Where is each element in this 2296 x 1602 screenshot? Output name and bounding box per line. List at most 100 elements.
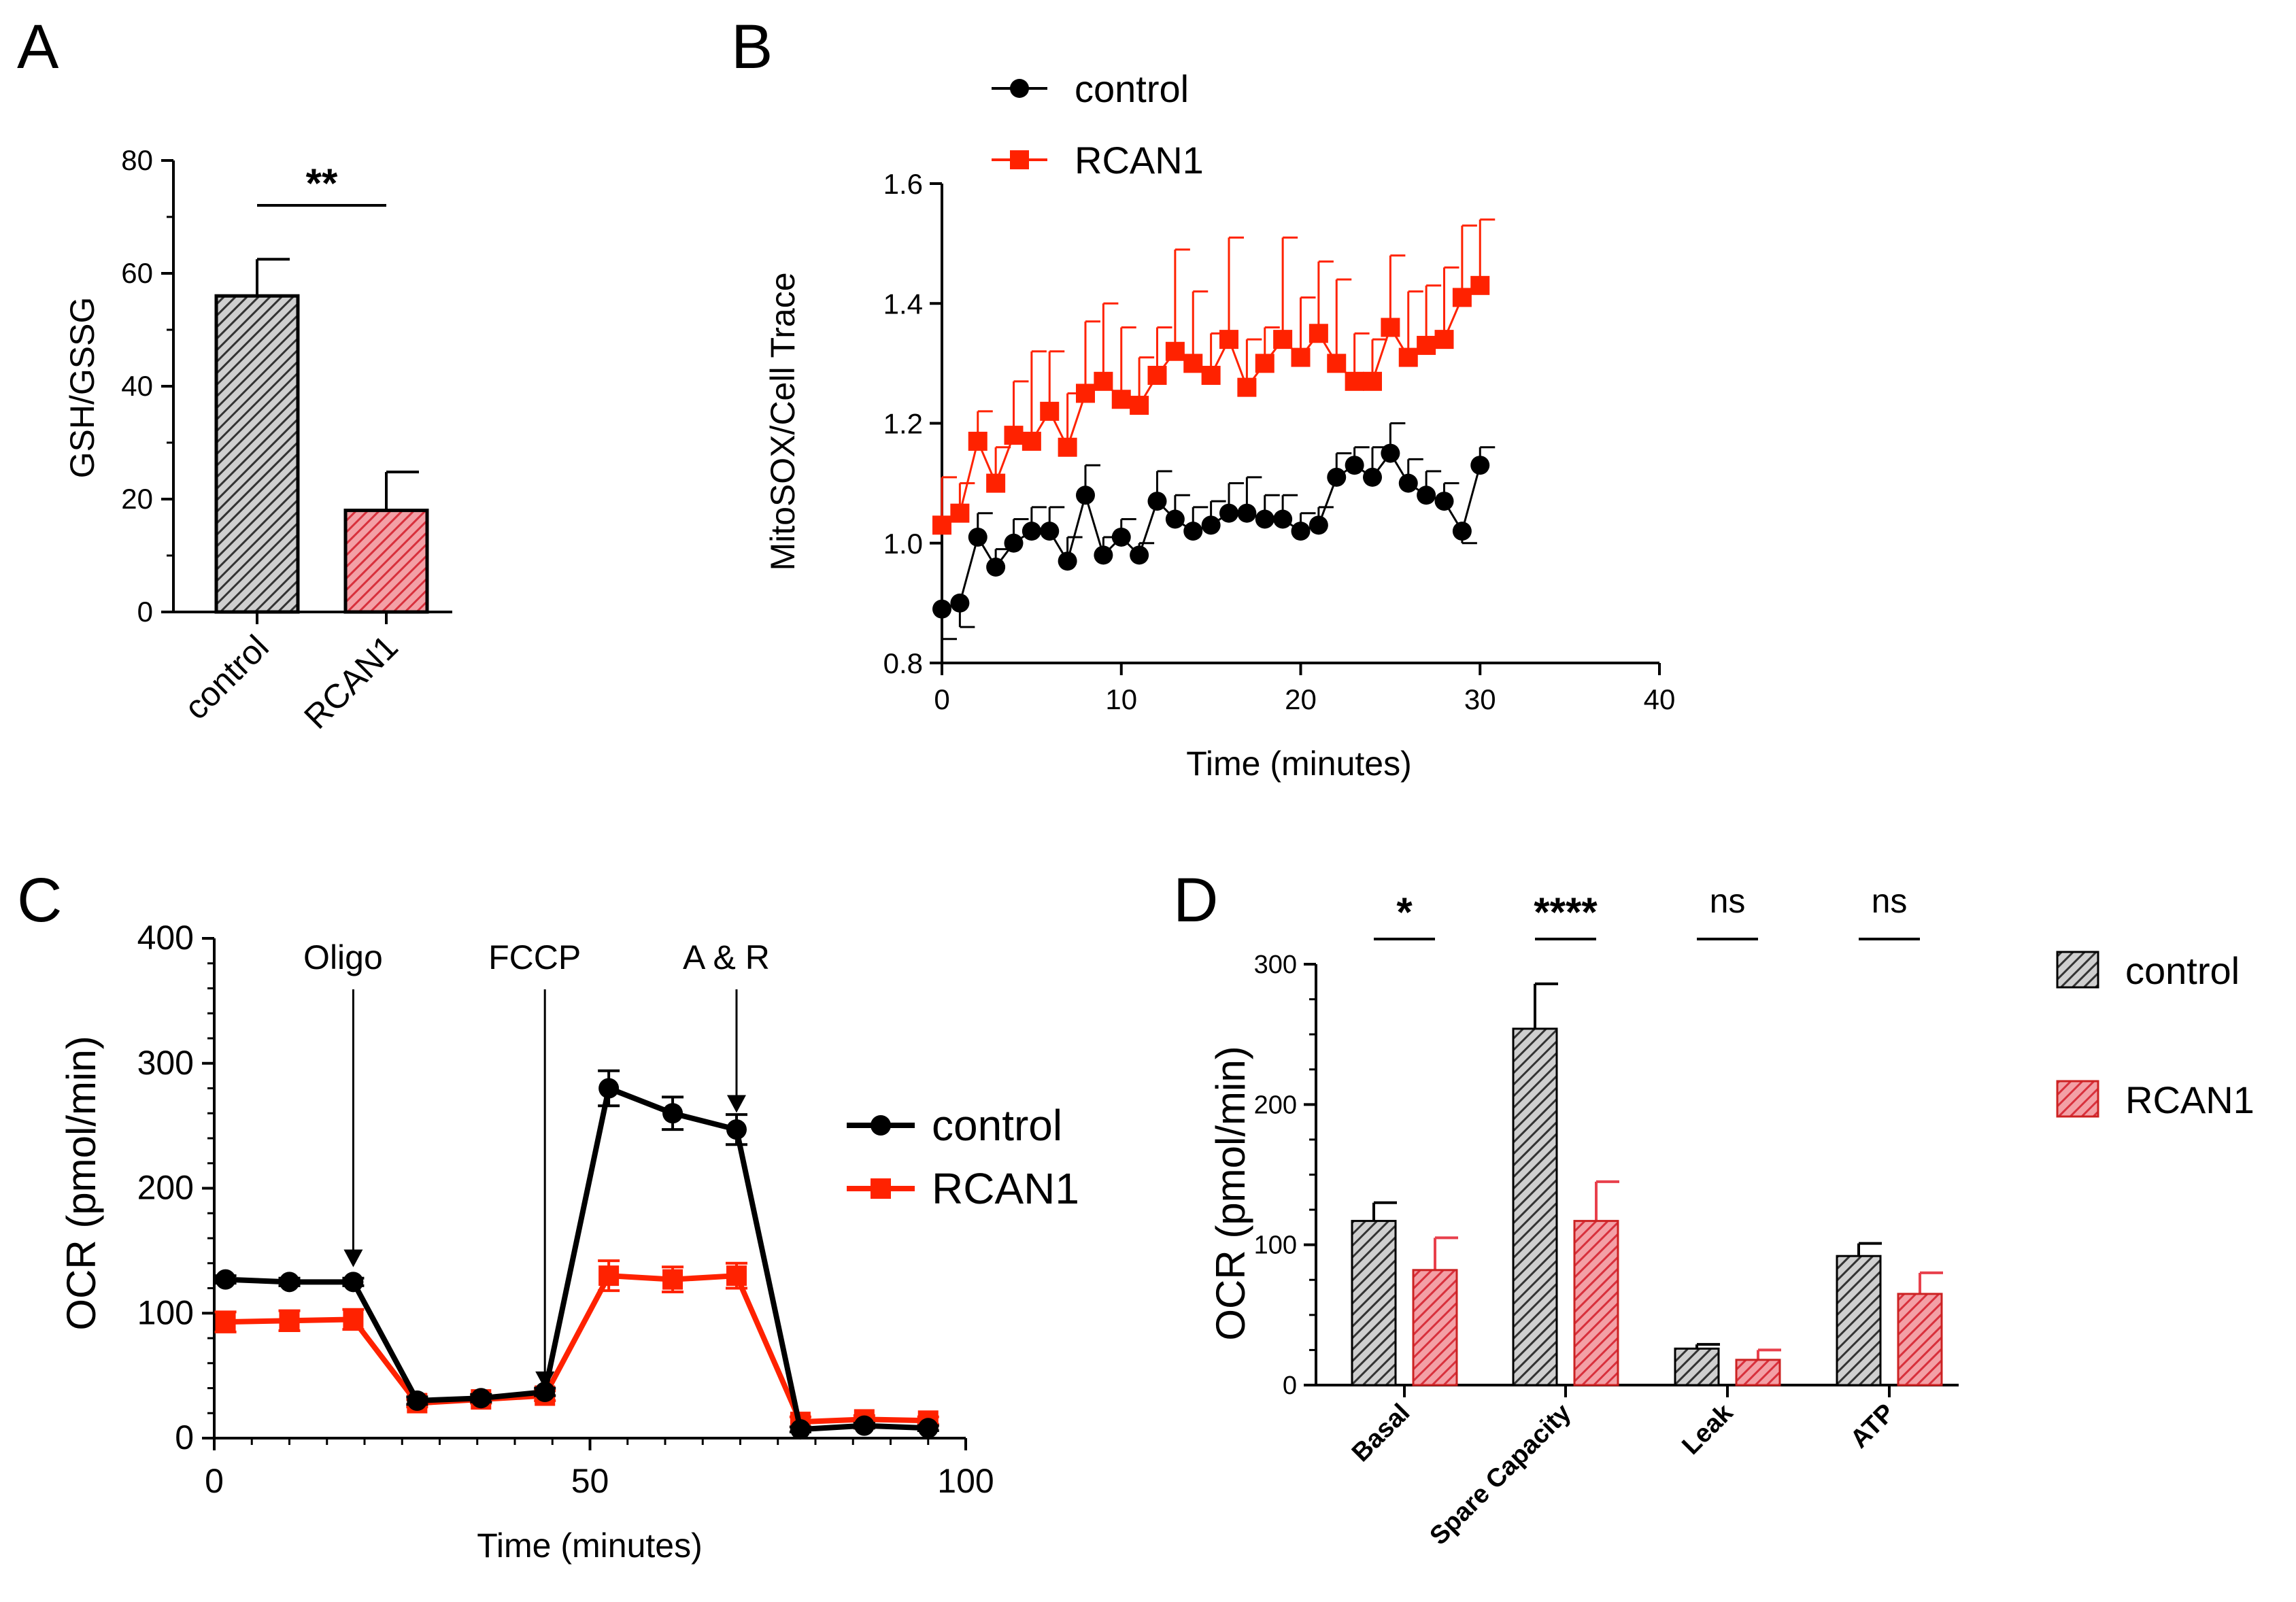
legend-rcan1-label: RCAN1 [2125,1078,2255,1121]
control-point [1327,467,1347,487]
x-tick-label: 20 [1285,683,1317,715]
control-point [1058,551,1077,571]
x-tick-label: 40 [1644,683,1676,715]
panel-label-d: D [1173,866,1218,935]
control-point [1309,515,1328,535]
y-tick-label: 100 [1254,1231,1297,1260]
bar-rcan1 [1573,1220,1619,1386]
legend-rcan1-label: RCAN1 [932,1164,1079,1213]
y-tick-label: 1.0 [883,528,923,560]
rcan1-point [598,1265,620,1286]
injection-arrow-head [726,1095,746,1113]
control-point [1291,522,1311,541]
control-point [407,1390,428,1411]
y-tick-label: 300 [137,1044,194,1082]
rcan1-point [950,503,970,523]
injection-arrow-head [343,1249,363,1267]
rcan1-point [1237,377,1257,397]
x-tick-label: Spare Capacity [1425,1399,1577,1551]
legend-control-label: control [1075,67,1189,110]
control-point [1165,509,1185,529]
y-tick-label: 20 [121,483,153,515]
y-tick-label: 80 [121,144,153,176]
significance-label: **** [1534,889,1598,935]
rcan1-point [1201,366,1221,385]
rcan1-point [279,1310,300,1331]
x-tick-label: RCAN1 [297,628,405,736]
control-point [1398,473,1418,493]
x-tick-label: 0 [934,683,949,715]
bar-control [1351,1220,1397,1386]
panel-label-a: A [17,12,59,82]
y-axis-title: MitoSOX/Cell Trace [764,272,802,570]
x-tick-label: ATP [1845,1399,1900,1454]
control-point [1345,456,1364,475]
legend-rcan1-label: RCAN1 [1075,139,1204,182]
control-point [790,1419,811,1440]
rcan1-point [1130,396,1149,415]
control-point [1470,456,1490,475]
rcan1-point [215,1312,236,1333]
control-point [535,1382,556,1403]
rcan1-point [343,1309,364,1330]
rcan1-point [1309,324,1328,343]
rcan1-point [1255,354,1274,373]
rcan1-point [932,515,951,535]
x-tick-label: 0 [205,1462,224,1500]
control-point [471,1388,492,1409]
bar-rcan1 [343,509,429,614]
bar-rcan1 [1412,1269,1458,1386]
legend-rcan1-marker [1010,150,1029,169]
y-tick-label: 0.8 [883,647,923,679]
control-point [1111,527,1131,547]
control-point [1130,545,1149,565]
legend-control-label: control [2125,949,2240,992]
control-point [598,1078,620,1099]
control-point [917,1418,939,1439]
significance-label: ns [1710,882,1746,920]
x-tick-label: 10 [1105,683,1137,715]
legend-control-swatch [2056,951,2099,989]
rcan1-point [1183,354,1203,373]
control-point [1452,522,1472,541]
bar-rcan1 [1735,1359,1781,1386]
y-tick-label: 60 [121,257,153,289]
significance-label: ns [1872,882,1908,920]
y-tick-label: 0 [1283,1371,1297,1400]
rcan1-point [1417,335,1436,355]
rcan1-point [1165,341,1185,361]
injection-label: Oligo [303,938,383,976]
bar-control [1836,1255,1882,1386]
rcan1-point [1381,318,1400,337]
legend-rcan1-marker [871,1178,891,1199]
x-tick-label: 30 [1464,683,1496,715]
injection-label: FCCP [488,938,581,976]
control-point [343,1272,364,1293]
y-tick-label: 200 [1254,1091,1297,1119]
rcan1-series-line [225,1272,928,1425]
injection-arrow-head [535,1371,555,1390]
y-tick-label: 300 [1254,951,1297,979]
control-point [932,599,951,619]
control-point [279,1272,300,1293]
rcan1-point [1363,371,1382,391]
rcan1-point [1058,437,1077,457]
panel-c-chart: 0 100 200 300 400 0 50 100 Time (minutes) OCR (pm… [58,919,1079,1565]
x-axis-title: Time (minutes) [477,1527,703,1565]
x-tick-label: control [177,628,276,727]
rcan1-point [1345,371,1364,391]
bar-rcan1 [1897,1293,1943,1386]
control-point [1381,443,1400,463]
bar-control [1512,1027,1558,1386]
panel-label-b: B [731,12,773,82]
control-point [1147,492,1167,511]
legend-rcan1-swatch [2056,1080,2099,1118]
rcan1-point [1273,330,1293,350]
panel-b-chart: 0.8 1.0 1.2 1.4 1.6 0 10 20 30 40 Time (minutes) Mi… [764,67,1675,783]
rcan1-point [1219,330,1238,350]
legend-control-label: control [932,1101,1062,1150]
control-point [1219,503,1238,523]
rcan1-point [1470,275,1490,295]
rcan1-point [662,1269,683,1290]
